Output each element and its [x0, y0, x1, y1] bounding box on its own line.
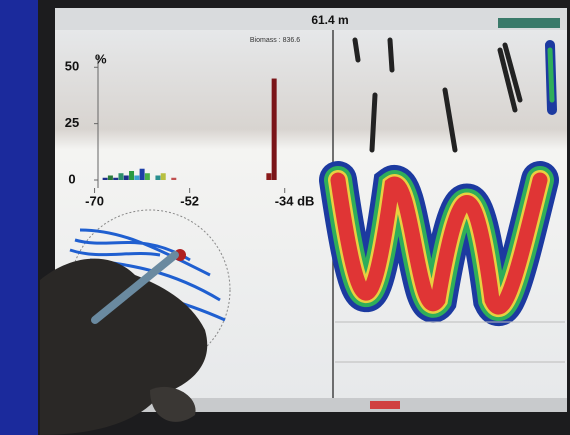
- depth-label: 61.4 m: [311, 13, 348, 27]
- bar: [113, 177, 119, 180]
- x-tick-label: -70: [85, 193, 104, 208]
- x-tick-label: -34 dB: [275, 193, 315, 208]
- bar: [139, 168, 145, 180]
- bar: [107, 175, 113, 180]
- y-tick-label: 50: [65, 59, 79, 74]
- x-tick-label: -52: [180, 193, 199, 208]
- bar: [271, 78, 277, 180]
- bar: [134, 175, 140, 180]
- biomass-label: Biomass : 836.6: [250, 37, 300, 44]
- status-indicator: [370, 401, 400, 409]
- echogram: [319, 37, 559, 326]
- bar: [155, 175, 161, 180]
- bar: [123, 175, 129, 180]
- bar: [266, 173, 272, 180]
- y-tick-label: 25: [65, 115, 79, 130]
- bar: [118, 173, 124, 180]
- bar: [102, 177, 108, 180]
- bar: [129, 170, 135, 180]
- color-scale: [498, 18, 560, 28]
- bar: [160, 173, 166, 180]
- top-bar: [55, 8, 567, 30]
- y-axis-label: %: [95, 51, 107, 66]
- bar: [171, 177, 177, 180]
- y-tick-label: 0: [68, 171, 75, 186]
- hand: [40, 251, 208, 435]
- bar: [144, 173, 150, 180]
